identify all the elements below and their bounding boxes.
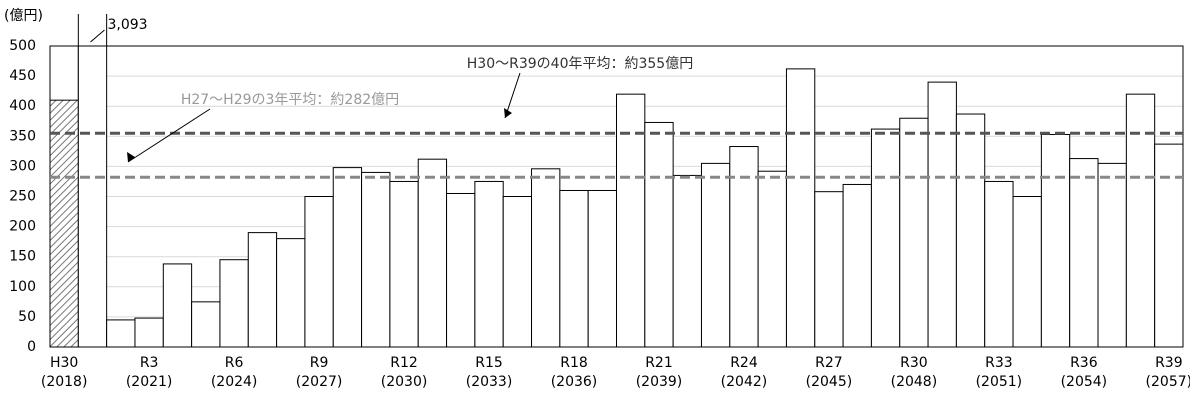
bar — [559, 189, 589, 348]
label-leader — [90, 29, 105, 43]
bar — [474, 180, 504, 348]
x-tick-label: R21 — [645, 355, 673, 371]
bar — [304, 196, 334, 348]
x-tick-sublabel: (2033) — [466, 374, 513, 390]
y-tick-label: 300 — [9, 158, 36, 174]
bar — [1097, 162, 1127, 348]
x-tick-label: R39 — [1155, 355, 1183, 371]
x-tick-sublabel: (2048) — [891, 374, 938, 390]
x-tick-sublabel: (2030) — [381, 374, 428, 390]
bar — [77, 14, 108, 348]
x-tick-sublabel: (2024) — [211, 374, 258, 390]
arrow-head — [504, 108, 512, 118]
bar — [446, 192, 476, 348]
x-tick-sublabel: (2042) — [721, 374, 768, 390]
bar — [389, 180, 419, 348]
bar — [134, 317, 164, 348]
bar — [361, 171, 391, 348]
bar — [616, 93, 646, 348]
bar — [219, 259, 249, 348]
bar — [531, 168, 561, 348]
bar — [899, 117, 929, 348]
x-tick-sublabel: (2021) — [126, 374, 173, 390]
x-tick-sublabel: (2051) — [976, 374, 1023, 390]
value-label: 3,093 — [107, 17, 147, 33]
x-tick-label: R36 — [1070, 355, 1098, 371]
bar — [1012, 196, 1042, 348]
y-tick-label: 450 — [9, 68, 36, 84]
y-tick-label: 200 — [9, 219, 36, 235]
hatched-bar — [49, 99, 79, 348]
bar — [106, 319, 136, 348]
x-tick-sublabel: (2039) — [636, 374, 683, 390]
x-tick-sublabel: (2057) — [1146, 374, 1190, 390]
x-tick-label: H30 — [50, 355, 78, 371]
x-tick-sublabel: (2045) — [806, 374, 853, 390]
bar — [276, 238, 306, 348]
x-tick-label: R12 — [390, 355, 418, 371]
arrow-head — [127, 152, 135, 162]
bar — [1154, 143, 1184, 348]
y-tick-label: 50 — [18, 309, 36, 325]
bar — [955, 113, 986, 348]
bar — [247, 232, 278, 348]
bars — [49, 14, 1184, 348]
bar — [191, 301, 221, 348]
x-tick-sublabel: (2018) — [41, 374, 88, 390]
x-tick-label: R9 — [310, 355, 329, 371]
x-tick-label: R24 — [730, 355, 758, 371]
x-tick-label: R15 — [475, 355, 503, 371]
y-tick-label: 350 — [9, 128, 36, 144]
x-tick-sublabel: (2054) — [1061, 374, 1108, 390]
bar — [814, 191, 844, 348]
y-tick-label: 100 — [9, 279, 36, 295]
bar — [984, 180, 1014, 348]
x-tick-label: R30 — [900, 355, 928, 371]
bar — [332, 167, 363, 348]
y-tick-label: 150 — [9, 249, 36, 265]
y-tick-label: 0 — [27, 339, 36, 355]
arrow-shaft — [127, 108, 211, 163]
bar — [417, 158, 448, 348]
bar — [162, 263, 193, 348]
x-tick-label: R18 — [560, 355, 588, 371]
plot-border — [49, 45, 1184, 348]
bar — [842, 183, 872, 348]
x-tick-label: R27 — [815, 355, 843, 371]
x-tick-label: R33 — [985, 355, 1013, 371]
y-tick-label: 400 — [9, 98, 36, 114]
x-tick-label: R3 — [140, 355, 159, 371]
bar — [1125, 93, 1156, 348]
x-tick-sublabel: (2036) — [551, 374, 598, 390]
bar — [672, 174, 702, 348]
bar — [785, 68, 816, 348]
bar — [587, 189, 617, 348]
y-axis-label: (億円) — [4, 8, 43, 24]
x-tick-sublabel: (2027) — [296, 374, 343, 390]
bar — [644, 121, 674, 348]
bar — [1040, 133, 1071, 348]
reference-label: H27〜H29の3年平均：約282億円 — [181, 92, 399, 108]
bar — [700, 162, 731, 348]
reference-label: H30〜R39の40年平均：約355億円 — [467, 56, 693, 72]
bar — [757, 170, 787, 348]
bar — [1069, 158, 1099, 348]
y-tick-label: 250 — [9, 189, 36, 205]
bar — [927, 81, 957, 348]
y-tick-label: 500 — [9, 38, 36, 54]
bar — [502, 196, 533, 348]
bar — [870, 128, 901, 348]
x-tick-label: R6 — [225, 355, 244, 371]
